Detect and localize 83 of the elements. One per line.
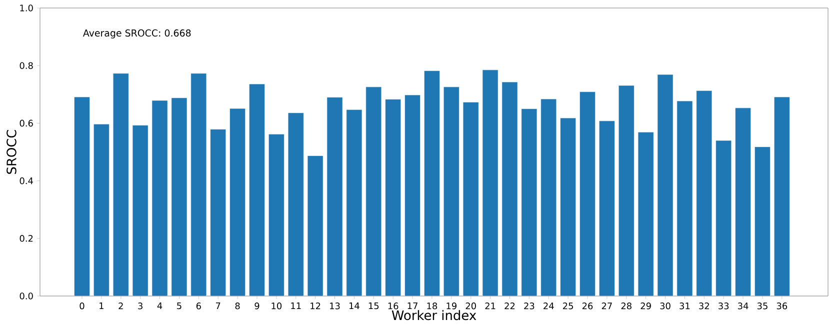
x-tick-label: 22 [504,302,515,310]
bar [521,108,537,296]
x-tick-label: 6 [196,302,201,310]
x-tick-label: 19 [446,302,456,310]
annotation: Average SROCC: 0.668 [83,29,191,38]
x-tick-label: 34 [738,302,748,310]
x-tick-label: 9 [254,302,260,310]
bar [676,100,693,296]
bar [482,70,498,296]
y-tick-label: 0.4 [20,177,33,184]
x-tick-label: 15 [368,302,379,310]
x-tick-label: 12 [310,302,320,310]
x-tick-label: 29 [640,302,651,310]
x-tick-label: 7 [216,302,220,310]
x-tick-label: 16 [388,302,398,310]
bar [540,98,557,296]
bar [754,146,770,296]
x-tick-label: 11 [291,302,301,310]
x-tick-label: 2 [118,302,123,310]
x-tick-label: 36 [776,302,788,310]
bar [716,140,732,296]
bar [502,82,518,296]
bar [346,110,362,296]
x-tick-label: 5 [177,302,182,310]
bar [249,84,265,296]
bar [618,85,634,296]
x-tick-label: 32 [699,302,709,310]
x-tick-label: 10 [272,302,282,310]
bar [774,96,790,296]
bar [404,94,420,296]
bar [696,90,712,296]
x-tick-label: 24 [544,302,554,310]
bar [112,73,129,296]
bar [366,86,382,296]
x-tick-label: 14 [349,302,360,310]
x-tick-label: 27 [602,302,612,310]
x-tick-label: 4 [157,302,162,310]
y-tick-label: 0.8 [20,62,33,69]
bar [210,129,226,296]
bar [326,97,343,296]
bar [94,124,110,296]
bar [580,92,596,296]
x-tick-label: 20 [466,302,476,310]
bar [560,118,576,296]
x-tick-label: 25 [563,302,573,310]
x-tick-label: 30 [660,302,670,310]
y-axis-title: SROCC [6,130,16,174]
bar [443,86,460,296]
bar [288,112,304,296]
y-tick-label: 1.0 [20,4,33,12]
bar [268,134,284,296]
x-tick-label: 21 [485,302,496,310]
bar [152,100,168,296]
y-tick-label: 0.6 [20,120,33,127]
bar [230,108,246,296]
bar [424,70,440,296]
x-tick-label: 1 [100,302,104,310]
bar [462,102,479,296]
x-tick-label: 17 [408,302,418,310]
y-tick-label: 0.0 [20,292,33,300]
bar [638,132,654,296]
x-tick-label: 3 [138,302,142,310]
bar [171,98,188,296]
x-tick-label: 8 [235,302,240,310]
x-tick-label: 28 [621,302,632,310]
x-tick-label: 0 [80,302,84,310]
x-tick-label: 13 [330,302,340,310]
x-axis-title: Worker index [392,310,476,320]
bar [599,120,615,296]
bar [657,74,674,296]
x-tick-label: 33 [718,302,729,310]
x-tick-label: 26 [582,302,593,310]
bar [190,73,207,296]
x-tick-label: 18 [427,302,438,310]
x-tick-label: 23 [524,302,534,310]
bar [385,99,402,296]
x-tick-label: 31 [680,302,690,310]
bar [735,108,751,296]
bar [132,125,148,296]
x-tick-label: 35 [757,302,768,310]
bar [74,96,90,296]
y-tick-label: 0.2 [20,235,33,242]
bar [307,156,324,296]
